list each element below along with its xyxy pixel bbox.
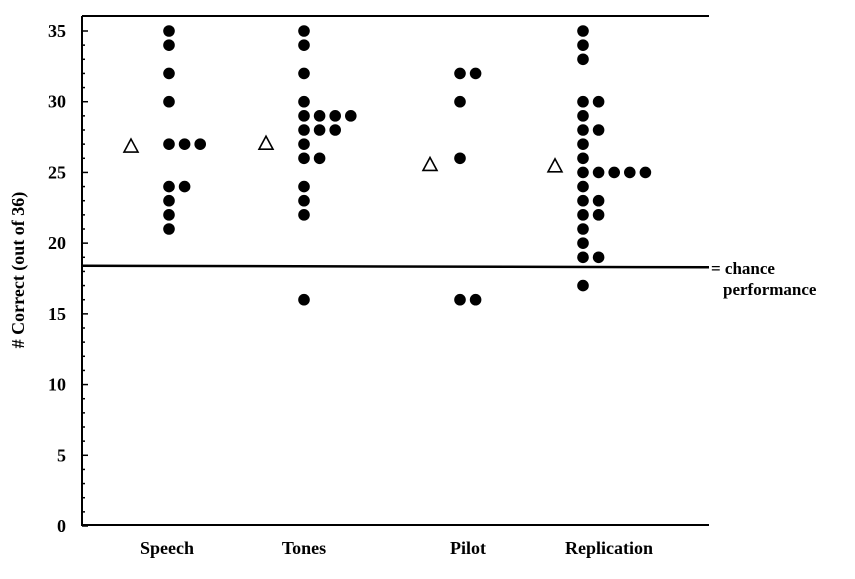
- x-category-label: Pilot: [450, 538, 486, 558]
- x-category-label: Tones: [282, 538, 326, 558]
- data-point: [469, 293, 482, 306]
- data-point: [577, 180, 589, 193]
- series-tones: [257, 25, 357, 306]
- data-point: [577, 53, 589, 66]
- data-point: [298, 25, 310, 37]
- data-point: [454, 67, 466, 80]
- data-point: [194, 138, 206, 150]
- mean-triangle-marker: [421, 155, 439, 172]
- y-tick-label: 25: [48, 162, 66, 182]
- data-point: [163, 95, 175, 108]
- y-tick-label: 15: [48, 304, 66, 324]
- data-point: [577, 95, 589, 108]
- data-point: [298, 152, 310, 165]
- mean-triangle-marker: [257, 134, 275, 151]
- data-point: [577, 25, 589, 37]
- data-point: [298, 124, 310, 136]
- y-tick-label: 5: [57, 445, 66, 465]
- y-axis-ticks: 0 5 10 15 20 25 30 35: [48, 21, 88, 536]
- chance-line-group: = chance performance: [81, 259, 817, 299]
- data-point: [577, 279, 589, 292]
- y-tick-label: 20: [48, 233, 66, 253]
- series-speech: [122, 25, 206, 235]
- y-tick-label: 0: [57, 516, 66, 536]
- data-point: [608, 166, 620, 179]
- data-point: [592, 209, 605, 221]
- data-point: [163, 180, 175, 193]
- data-point: [163, 194, 175, 207]
- data-point: [577, 209, 589, 221]
- data-point: [329, 124, 342, 136]
- data-point: [577, 110, 589, 122]
- data-point: [577, 237, 589, 249]
- data-point: [454, 95, 466, 108]
- data-point: [624, 166, 636, 179]
- data-point: [345, 110, 357, 122]
- data-point: [298, 180, 310, 193]
- y-tick-label: 35: [48, 21, 66, 41]
- chance-line: [81, 264, 710, 269]
- chance-label-line1: = chance: [711, 259, 775, 278]
- data-point: [298, 293, 310, 306]
- data-point: [163, 223, 175, 235]
- series-replication: [546, 25, 652, 292]
- series-pilot: [421, 67, 482, 306]
- x-category-label: Replication: [565, 538, 653, 558]
- data-point: [313, 124, 326, 136]
- data-point: [577, 152, 589, 165]
- data-point: [577, 251, 589, 264]
- data-point: [178, 180, 191, 193]
- data-point: [592, 166, 605, 179]
- data-point: [298, 67, 310, 80]
- data-point: [639, 166, 652, 179]
- data-point: [577, 124, 589, 136]
- data-point: [577, 166, 589, 179]
- y-tick-label: 30: [48, 92, 66, 112]
- data-point: [469, 67, 482, 80]
- data-point: [592, 95, 605, 108]
- data-point: [592, 251, 605, 264]
- data-point: [298, 138, 310, 150]
- y-axis-label: # Correct (out of 36): [8, 192, 29, 349]
- data-point: [577, 138, 589, 150]
- data-point: [592, 194, 605, 207]
- data-point: [178, 138, 191, 150]
- data-point: [163, 67, 175, 80]
- y-tick-label: 10: [48, 375, 66, 395]
- data-point: [298, 194, 310, 207]
- data-marks: [122, 25, 652, 306]
- data-point: [163, 39, 175, 51]
- mean-triangle-marker: [546, 157, 564, 173]
- data-point: [592, 124, 605, 136]
- data-point: [298, 95, 310, 108]
- axes: [81, 15, 709, 526]
- data-point: [454, 293, 466, 306]
- data-point: [454, 152, 466, 165]
- data-point: [163, 209, 175, 221]
- data-point: [313, 152, 326, 165]
- data-point: [329, 110, 342, 122]
- data-point: [298, 209, 310, 221]
- data-point: [163, 25, 175, 37]
- data-point: [298, 110, 310, 122]
- x-category-label: Speech: [140, 538, 194, 558]
- chance-label-line2: performance: [723, 280, 817, 299]
- data-point: [313, 110, 326, 122]
- x-axis-category-labels: Speech Tones Pilot Replication: [140, 538, 653, 558]
- data-point: [163, 138, 175, 150]
- data-point: [577, 39, 589, 51]
- data-point: [577, 223, 589, 235]
- data-point: [298, 39, 310, 51]
- mean-triangle-marker: [122, 137, 140, 153]
- data-point: [577, 194, 589, 207]
